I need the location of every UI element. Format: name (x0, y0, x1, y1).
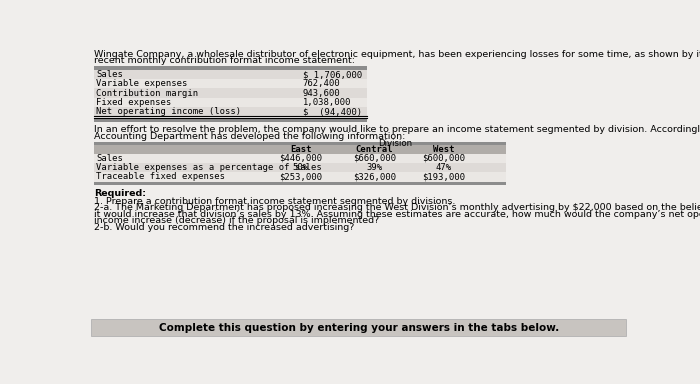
Text: Required:: Required: (94, 189, 146, 198)
Text: Fixed expenses: Fixed expenses (96, 98, 172, 107)
Text: Net operating income (loss): Net operating income (loss) (96, 107, 241, 116)
Text: Sales: Sales (96, 154, 123, 163)
Text: $446,000: $446,000 (279, 154, 322, 163)
Text: 50%: 50% (293, 163, 309, 172)
Text: East: East (290, 145, 312, 154)
Text: Division: Division (379, 139, 412, 148)
Bar (94, 163, 506, 172)
Bar (94, 79, 367, 88)
Bar (94, 154, 506, 163)
Text: $193,000: $193,000 (423, 172, 466, 182)
Bar (94, 119, 367, 122)
Text: 1. Prepare a contribution format income statement segmented by divisions.: 1. Prepare a contribution format income … (94, 197, 455, 205)
Text: Complete this question by entering your answers in the tabs below.: Complete this question by entering your … (159, 323, 559, 333)
Text: $253,000: $253,000 (279, 172, 322, 182)
Text: $326,000: $326,000 (353, 172, 396, 182)
Text: Central: Central (356, 145, 393, 154)
Text: Wingate Company, a wholesale distributor of electronic equipment, has been exper: Wingate Company, a wholesale distributor… (94, 50, 700, 59)
Bar (94, 142, 506, 146)
Bar (94, 70, 367, 79)
Bar (94, 88, 367, 98)
Text: 39%: 39% (366, 163, 382, 172)
Text: income increase (decrease) if the proposal is implemented?: income increase (decrease) if the propos… (94, 216, 379, 225)
Bar (92, 319, 626, 336)
Text: Variable expenses as a percentage of sales: Variable expenses as a percentage of sal… (96, 163, 322, 172)
Text: Accounting Department has developed the following information:: Accounting Department has developed the … (94, 132, 405, 141)
Text: $  (94,400): $ (94,400) (303, 107, 362, 116)
Text: $600,000: $600,000 (423, 154, 466, 163)
Text: $660,000: $660,000 (353, 154, 396, 163)
Text: 762,400: 762,400 (303, 79, 341, 88)
Text: $ 1,706,000: $ 1,706,000 (303, 70, 362, 79)
Text: recent monthly contribution format income statement:: recent monthly contribution format incom… (94, 56, 355, 66)
Bar (94, 146, 506, 154)
Text: 47%: 47% (436, 163, 452, 172)
Bar (94, 98, 367, 107)
Text: 2-a. The Marketing Department has proposed increasing the West Division’s monthl: 2-a. The Marketing Department has propos… (94, 203, 700, 212)
Text: In an effort to resolve the problem, the company would like to prepare an income: In an effort to resolve the problem, the… (94, 126, 700, 134)
Text: 2-b. Would you recommend the increased advertising?: 2-b. Would you recommend the increased a… (94, 223, 354, 232)
Text: Traceable fixed expenses: Traceable fixed expenses (96, 172, 225, 182)
Bar (94, 107, 367, 116)
Text: Contribution margin: Contribution margin (96, 89, 198, 98)
Bar (94, 182, 506, 185)
Bar (94, 172, 506, 182)
Text: Sales: Sales (96, 70, 123, 79)
Text: it would increase that division’s sales by 13%. Assuming these estimates are acc: it would increase that division’s sales … (94, 210, 700, 219)
Text: 943,600: 943,600 (303, 89, 341, 98)
Text: Variable expenses: Variable expenses (96, 79, 188, 88)
Bar (94, 66, 367, 70)
Text: 1,038,000: 1,038,000 (303, 98, 351, 107)
Text: West: West (433, 145, 455, 154)
